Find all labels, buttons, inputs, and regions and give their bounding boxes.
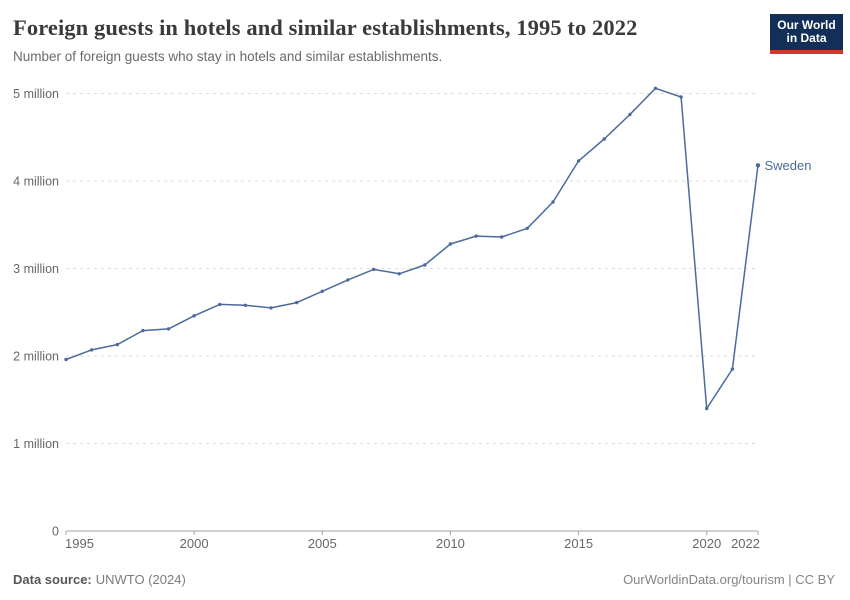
data-point[interactable] [679, 95, 683, 99]
data-point[interactable] [705, 406, 709, 411]
data-point[interactable] [628, 112, 632, 117]
data-point[interactable] [448, 242, 453, 246]
chart-subtitle: Number of foreign guests who stay in hot… [13, 49, 443, 64]
series-line[interactable] [65, 87, 759, 410]
data-point[interactable] [141, 328, 145, 333]
data-source: Data source: UNWTO (2024) [13, 572, 186, 587]
x-axis-label: 2010 [436, 536, 465, 551]
x-axis-label: 1995 [65, 536, 94, 551]
data-source-value: UNWTO (2024) [95, 572, 186, 587]
y-axis-label: 4 million [13, 175, 59, 189]
data-source-label: Data source: [13, 572, 92, 587]
data-point[interactable] [730, 367, 735, 371]
data-point[interactable] [576, 159, 581, 163]
data-point[interactable] [243, 303, 248, 307]
x-axis-label: 2020 [692, 536, 721, 551]
data-point[interactable] [115, 342, 120, 347]
data-point[interactable] [653, 86, 658, 91]
series-label[interactable]: Sweden [765, 158, 812, 173]
data-point[interactable] [551, 200, 555, 204]
data-point[interactable] [89, 348, 94, 352]
x-axis-label: 2005 [308, 536, 337, 551]
data-point[interactable] [218, 302, 222, 307]
data-point[interactable] [525, 226, 529, 230]
data-point[interactable] [500, 235, 504, 239]
data-point[interactable] [64, 357, 68, 362]
data-point[interactable] [602, 137, 606, 141]
chart-footer: Data source: UNWTO (2024) OurWorldinData.… [13, 572, 835, 587]
x-axis-label: 2000 [180, 536, 209, 551]
y-axis-label: 5 million [13, 87, 59, 101]
data-point[interactable] [346, 278, 350, 282]
y-axis-label: 2 million [13, 350, 59, 364]
data-point[interactable] [397, 272, 401, 276]
owid-logo[interactable]: Our World in Data [770, 14, 843, 54]
x-axis-label: 2015 [564, 536, 593, 551]
y-axis-label: 0 [52, 525, 59, 539]
chart-header: Foreign guests in hotels and similar est… [13, 14, 760, 65]
data-point[interactable] [474, 234, 478, 238]
owid-logo-line2: in Data [786, 31, 827, 45]
credit-link[interactable]: OurWorldinData.org/tourism | CC BY [623, 572, 835, 587]
data-point[interactable] [423, 263, 427, 267]
y-axis-label: 3 million [13, 262, 59, 276]
data-point[interactable] [295, 300, 299, 305]
data-point[interactable] [371, 267, 376, 272]
y-axis-label: 1 million [13, 437, 59, 451]
owid-logo-line1: Our World [777, 17, 836, 32]
data-point[interactable] [269, 306, 273, 310]
chart-title: Foreign guests in hotels and similar est… [13, 15, 638, 40]
data-point[interactable] [192, 314, 196, 318]
data-point[interactable] [320, 289, 324, 293]
x-axis-label: 2022 [731, 536, 760, 551]
data-point[interactable] [166, 327, 171, 331]
data-point[interactable] [755, 163, 761, 168]
